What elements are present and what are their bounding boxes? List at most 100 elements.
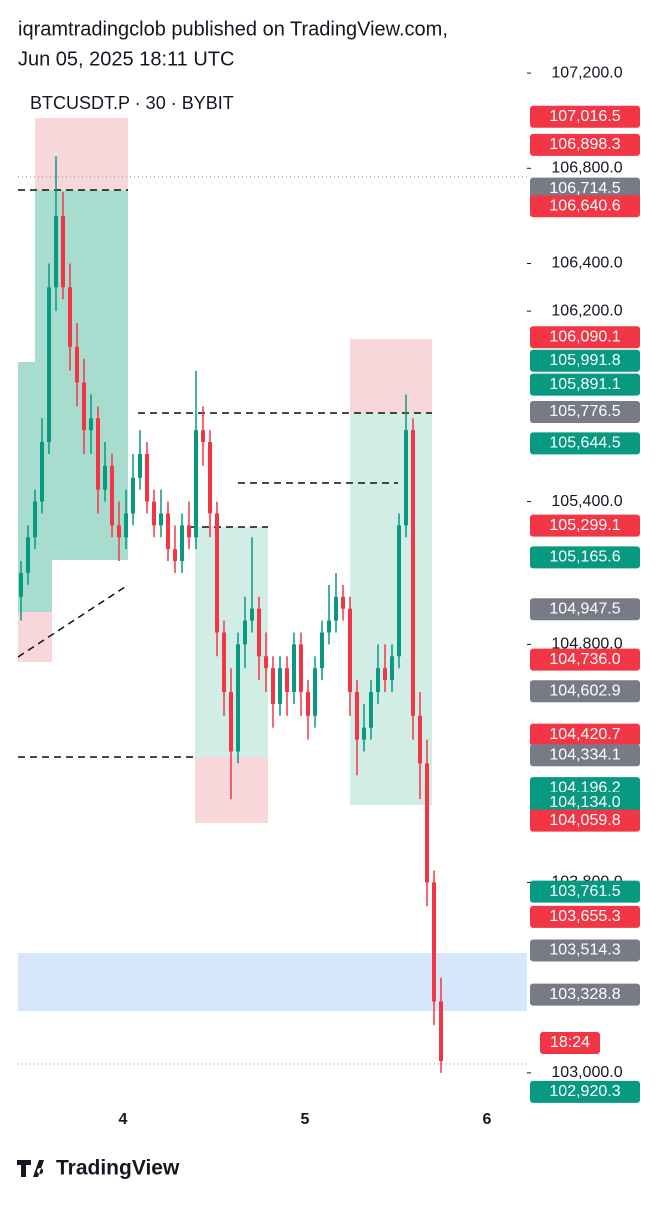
candle-body [376,668,380,692]
countdown-tag [540,1032,600,1054]
drawings [17,118,527,1065]
candle-body [166,513,170,550]
candle-body [215,513,219,633]
candle-body [124,513,128,538]
price-tag-label: 105,991.8 [549,352,620,369]
candle-body [257,608,261,657]
candle-body [145,453,149,502]
candle-body [19,572,23,597]
stop-box [35,118,128,190]
price-tag-label: 106,090.1 [549,329,620,346]
candle-body [194,430,198,538]
price-tag-label: 103,761.5 [549,883,620,900]
candle-body [26,537,30,573]
price-tag [530,177,640,200]
price-tag-label: 105,891.1 [549,376,620,393]
candle-body [439,1001,443,1061]
publish-date: Jun 05, 2025 18:11 UTC [18,48,234,70]
candle-body [89,418,93,431]
price-tag-label: 103,655.3 [549,908,620,925]
price-tag [530,514,640,537]
candle-body [285,668,289,692]
candle-body [383,668,387,681]
candle-body [334,596,338,621]
candle-body [96,418,100,490]
x-tick-label: 4 [119,1111,128,1128]
candle-body [341,596,345,609]
y-tick-label: 106,800.0 [551,160,622,177]
candle-body [369,691,373,728]
candle-body [208,442,212,514]
candle-body [264,656,268,669]
price-tag-label: 104,947.5 [549,600,620,617]
candle-body [306,691,310,716]
price-tag-label: 104,602.9 [549,683,620,700]
price-tag-label: 103,514.3 [549,942,620,959]
price-tag-label: 106,714.5 [549,180,620,197]
price-tag [530,598,640,621]
y-tick-label: 104,800.0 [551,636,622,653]
price-tag-label: 104,420.7 [549,726,620,743]
price-tag [530,983,640,1006]
price-tag [530,809,640,832]
price-tag [530,905,640,928]
price-tag [530,648,640,671]
y-tick-label: 103,000.0 [551,1064,622,1081]
candle-body [299,644,303,692]
logo [17,1160,44,1177]
candle-body [229,691,233,752]
price-tag-label: 105,644.5 [549,435,620,452]
candle-body [348,608,352,692]
candle-body [82,382,86,431]
price-tag [530,432,640,455]
price-tag-label: 104,334.1 [549,747,620,764]
stop-box [350,339,432,413]
y-tick-label: 106,200.0 [551,302,622,319]
candles [19,156,443,1073]
price-tag [530,880,640,903]
candle-body [68,287,72,347]
dashed-line [17,584,129,658]
candle-body [425,763,429,883]
candle-body [327,620,331,633]
y-tick-label: 105,400.0 [551,493,622,510]
price-tag [530,373,640,396]
candle-body [418,715,422,764]
price-tag [530,723,640,746]
price-tag [530,546,640,569]
y-tick-label: 106,400.0 [551,255,622,272]
candle-body [320,632,324,669]
candle-body [411,430,415,716]
y-tick-label: 107,200.0 [551,64,622,81]
price-tag-label: 103,328.8 [549,986,620,1003]
price-tag [530,791,640,814]
price-tag-label: 102,920.3 [549,1083,620,1100]
candle-body [278,668,282,704]
publisher: iqramtradingclob published on TradingVie… [18,18,448,40]
candle-body [201,430,205,443]
price-tag [530,133,640,156]
price-tag-label: 106,640.6 [549,197,620,214]
price-tag-label: 105,776.5 [549,403,620,420]
candle-body [313,668,317,716]
candle-body [138,453,142,478]
zone [18,953,527,1011]
candle-body [390,656,394,681]
price-tag-label: 104,059.8 [549,812,620,829]
price-tag-label: 107,016.5 [549,108,620,125]
candle-body [397,525,401,657]
countdown: 18:24 [550,1034,590,1051]
price-tag [530,939,640,962]
candle-body [432,882,436,1002]
candle-body [33,501,37,538]
price-tag [530,680,640,703]
price-axis: 107,200.0 106,800.0 106,400.0 106,200.0 105,… [527,64,640,1103]
candle-body [271,668,275,704]
candle-body [54,215,58,288]
candle-body [292,644,296,692]
candle-body [187,525,191,538]
candle-body [103,465,107,490]
price-tag-label: 104,736.0 [549,651,620,668]
price-tag-label: 105,165.6 [549,549,620,566]
